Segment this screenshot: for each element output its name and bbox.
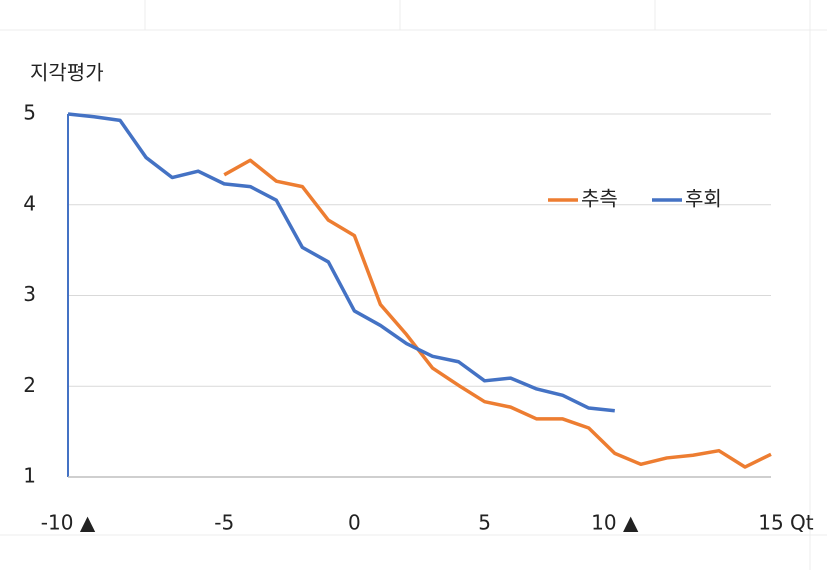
- legend-label: 추측: [581, 187, 618, 211]
- x-tick-label: -5: [214, 511, 234, 535]
- x-tick-label: 10 ▲: [591, 511, 639, 535]
- y-tick-label: 3: [23, 282, 36, 306]
- y-tick-label: 1: [23, 464, 36, 488]
- x-tick-label: 0: [348, 511, 361, 535]
- y-axis-label: 지각평가: [30, 61, 104, 85]
- y-tick-label: 4: [23, 191, 36, 215]
- line-series: [67, 112, 615, 413]
- x-tick-label: -10 ▲: [41, 511, 96, 535]
- y-tick-label: 5: [23, 101, 36, 125]
- x-tick-label: 5: [478, 511, 491, 535]
- y-tick-label: 2: [23, 373, 36, 397]
- x-axis-label: Qt: [790, 511, 814, 535]
- x-tick-label: 15: [758, 511, 783, 535]
- line-series: [223, 158, 772, 469]
- legend-label: 후회: [685, 187, 722, 211]
